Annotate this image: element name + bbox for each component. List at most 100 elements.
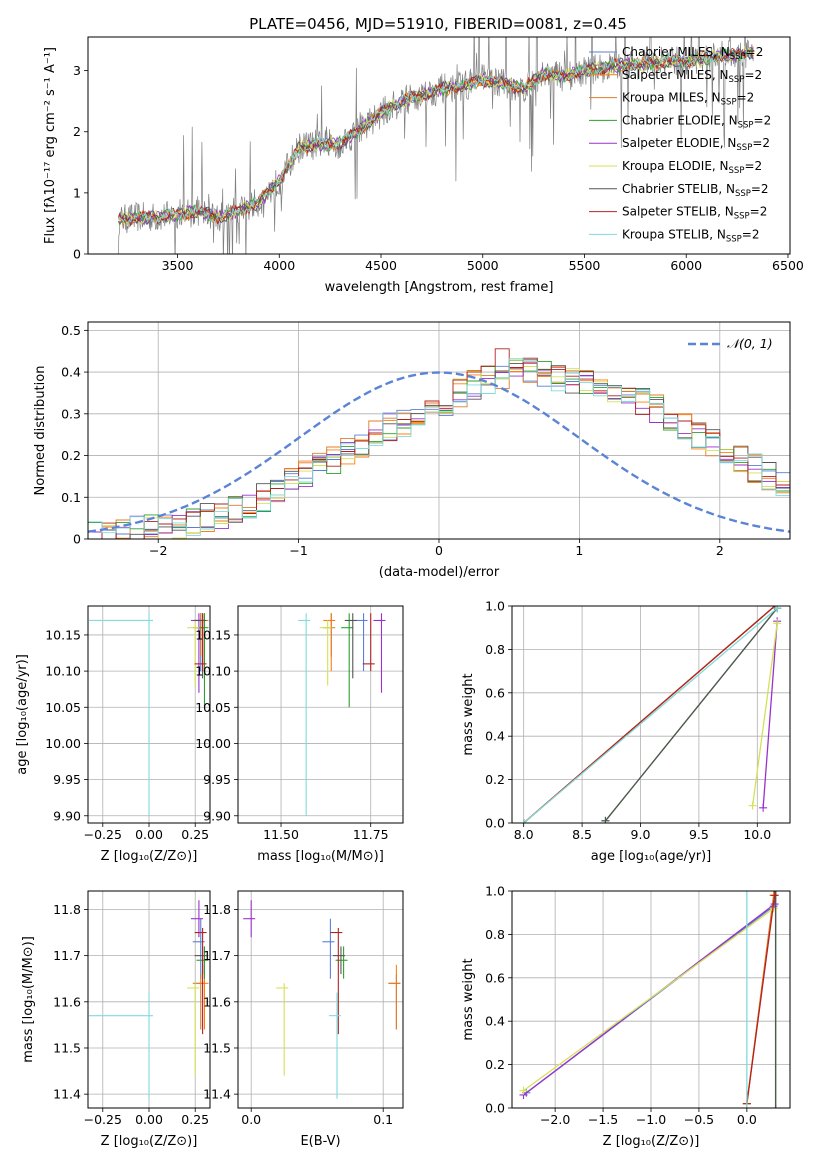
- tick-label-y: 1.0: [485, 884, 505, 899]
- tick-label-y: 9.90: [53, 808, 81, 823]
- weight-marker: [773, 619, 782, 628]
- tick-label-y: 10.15: [195, 627, 231, 642]
- plot-area-spectrum: [116, 37, 754, 254]
- tick-label-y: 0.2: [485, 772, 505, 787]
- weight-marker: [771, 1104, 780, 1108]
- plot-area-age_vs_mass: [298, 613, 386, 816]
- weight-line: [746, 895, 776, 1104]
- tick-label-y: 0.6: [485, 685, 505, 700]
- tick-label-x: −1: [289, 543, 307, 558]
- tick-label-y: 0.4: [485, 1014, 505, 1029]
- chart-weight_vs_Z: −2.0 −1.5 −1.0 −0.5 0.0 0.0 0.2 0.4 0.6 0.8 1.0 Z […: [461, 884, 791, 1149]
- chart-mass_vs_Z: −0.25 0.00 0.25 11.4 11.5 11.6 11.7 11.8 Z [log₁…: [21, 890, 211, 1149]
- y-axis-label: mass weight: [461, 673, 476, 755]
- tick-label-x: 0.25: [181, 1112, 209, 1127]
- y-axis-label: Flux [fλ10⁻¹⁷ erg cm⁻² s⁻¹ A⁻¹]: [43, 47, 58, 244]
- legend-label: Chabrier ELODIE, NSSP=2: [622, 113, 771, 130]
- weight-marker: [773, 606, 782, 613]
- axes-frame: [87, 605, 211, 824]
- weight-line: [762, 621, 778, 808]
- tick-label-y: 11.6: [53, 994, 81, 1009]
- weight-line: [604, 607, 778, 822]
- weight-marker: [748, 801, 757, 810]
- tick-label-x: 11.75: [353, 827, 389, 842]
- weight-line: [523, 907, 775, 1092]
- tick-label-x: 0.00: [135, 827, 163, 842]
- tick-label-y: 11.7: [53, 948, 81, 963]
- gaussian-curve: [88, 371, 790, 533]
- axes-frame: [87, 321, 791, 540]
- tick-label-x: 0: [435, 543, 443, 558]
- plot-area-residuals: [88, 348, 790, 539]
- y-axis-label: mass weight: [461, 958, 476, 1040]
- tick-label-y: 9.95: [203, 772, 231, 787]
- tick-label-y: 11.5: [53, 1040, 81, 1055]
- tick-label-x: 0.0: [241, 1112, 261, 1127]
- tick-label-y: 0.0: [485, 816, 505, 831]
- chart-age_vs_Z: −0.25 0.00 0.25 9.90 9.95 10.00 10.05 10.10 10.1…: [15, 605, 211, 864]
- tick-label-y: 1.0: [485, 599, 505, 614]
- axes-frame: [511, 890, 791, 1109]
- tick-label-x: −1.5: [588, 1112, 618, 1127]
- tick-label-x: 11.50: [263, 827, 299, 842]
- tick-label-y: 11.4: [203, 1087, 231, 1102]
- chart-mass_vs_EBV: 0.0 0.1 11.4 11.5 11.6 11.7 11.8 E(B-V): [203, 890, 404, 1149]
- spectrum-model-line: [118, 47, 754, 226]
- x-axis-label: Z [log₁₀(Z/Z⊙)]: [101, 849, 198, 864]
- weight-marker: [519, 1086, 528, 1095]
- tick-label-y: 10.00: [195, 736, 231, 751]
- axes-frame: [237, 605, 404, 824]
- legend-label: Chabrier MILES, NSSP=2: [622, 45, 763, 62]
- plot-area-mass_vs_Z: [89, 900, 209, 1099]
- tick-label-y: 0.4: [485, 729, 505, 744]
- tick-label-y: 10.05: [45, 700, 81, 715]
- tick-label-x: 6000: [670, 258, 702, 273]
- axes-frame: [87, 890, 211, 1109]
- weight-marker: [759, 803, 768, 812]
- weight-marker: [742, 1104, 751, 1108]
- tick-label-x: 0.0: [737, 1112, 757, 1127]
- legend-label: Kroupa ELODIE, NSSP=2: [622, 159, 762, 176]
- legend-label: 𝒩(0, 1): [727, 336, 773, 351]
- weight-marker: [601, 816, 610, 823]
- tick-label-y: 10.00: [45, 736, 81, 751]
- tick-label-y: 11.6: [203, 994, 231, 1009]
- plot-area-weight_vs_age: [519, 606, 782, 823]
- x-axis-label: Z [log₁₀(Z/Z⊙)]: [101, 1134, 198, 1149]
- tick-label-y: 3: [73, 63, 81, 78]
- weight-marker: [770, 891, 779, 900]
- tick-label-y: 11.4: [53, 1087, 81, 1102]
- plot-area-weight_vs_Z: [519, 891, 780, 1108]
- tick-label-x: 1: [575, 543, 583, 558]
- tick-label-y: 0: [73, 532, 81, 547]
- tick-label-y: 2: [73, 124, 81, 139]
- tick-label-y: 10.10: [195, 664, 231, 679]
- x-axis-label: Z [log₁₀(Z/Z⊙)]: [603, 1134, 700, 1149]
- tick-label-x: 9.0: [631, 827, 651, 842]
- y-axis-label: age [log₁₀(age/yr)]: [15, 654, 30, 775]
- weight-marker: [771, 891, 780, 895]
- tick-label-y: 0.2: [61, 448, 81, 463]
- chart-weight_vs_age: 8.0 8.5 9.0 9.5 10.0 0.0 0.2 0.4 0.6 0.8 1.0 age [l…: [461, 599, 791, 864]
- tick-label-x: 2: [716, 543, 724, 558]
- tick-label-x: 5000: [467, 258, 499, 273]
- legend-label: Salpeter MILES, NSSP=2: [622, 68, 762, 85]
- tick-label-x: 8.0: [514, 827, 534, 842]
- tick-label-y: 11.5: [203, 1040, 231, 1055]
- tick-label-y: 11.8: [53, 902, 81, 917]
- chart-spectrum: 3500 4000 4500 5000 5500 6000 6500 0 1 2 3 waveleng…: [43, 36, 804, 295]
- y-axis-label: Normed distribution: [33, 366, 48, 496]
- tick-label-x: −2: [149, 543, 167, 558]
- tick-label-x: 4500: [365, 258, 397, 273]
- tick-label-x: 0.00: [135, 1112, 163, 1127]
- tick-label-y: 10.15: [45, 627, 81, 642]
- legend-label: Salpeter ELODIE, NSSP=2: [622, 136, 770, 153]
- y-axis-label: mass [log₁₀(M/M⊙)]: [21, 936, 36, 1063]
- spectrum-legend: Chabrier MILES, NSSP=2 Salpeter MILES, NS…: [589, 45, 771, 244]
- tick-label-x: 9.5: [689, 827, 709, 842]
- tick-label-y: 10.10: [45, 664, 81, 679]
- x-axis-label: wavelength [Angstrom, rest frame]: [325, 280, 554, 295]
- tick-label-y: 0.4: [61, 365, 81, 380]
- tick-label-x: 3500: [162, 258, 194, 273]
